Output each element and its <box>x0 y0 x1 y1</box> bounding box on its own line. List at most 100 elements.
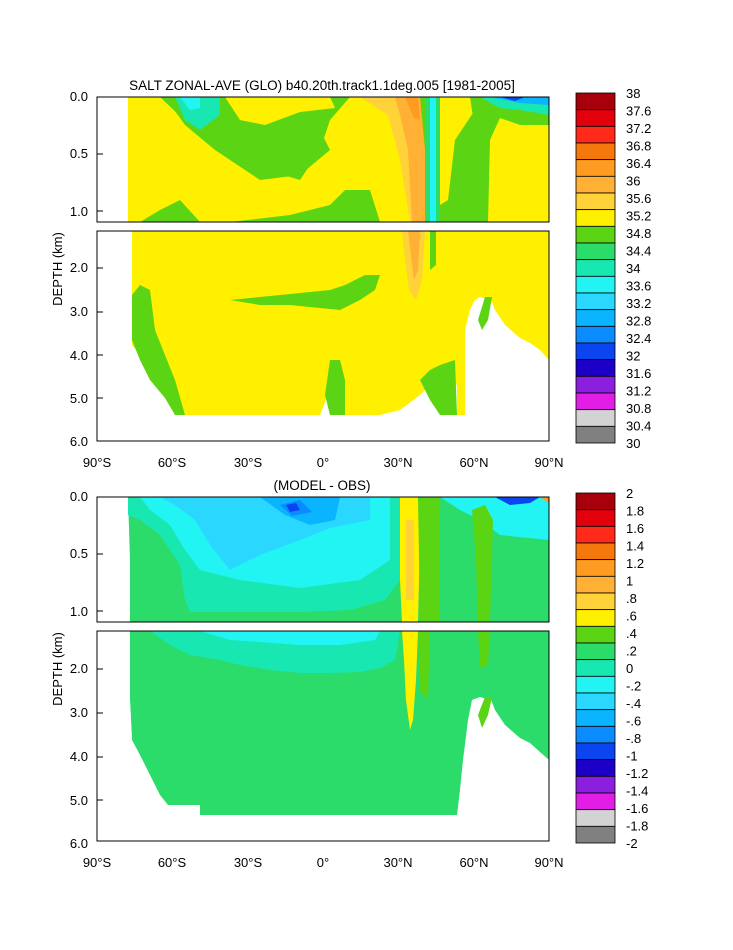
x-tick: 30°S <box>234 855 263 870</box>
y-tick: 3.0 <box>70 304 88 319</box>
colorbar-label: 33.2 <box>626 296 651 311</box>
colorbar-swatch <box>575 142 616 161</box>
lower-y-ticks: 0.0 0.5 1.0 2.0 3.0 4.0 5.0 6.0 <box>70 489 103 851</box>
upper-y-ticks: 0.0 0.5 1.0 2.0 3.0 4.0 5.0 6.0 <box>70 89 103 449</box>
colorbar-swatch <box>575 675 616 694</box>
colorbar-label: 1.4 <box>626 539 644 554</box>
colorbar-swatch <box>575 342 616 361</box>
upper-panel-title: SALT ZONAL-AVE (GLO) b40.20th.track1.1de… <box>129 78 515 93</box>
colorbar-swatch <box>575 559 616 577</box>
x-tick: 0° <box>317 455 329 470</box>
colorbar-label: 35.6 <box>626 191 651 206</box>
colorbar-label: .6 <box>626 609 637 624</box>
x-tick: 60°S <box>158 855 187 870</box>
colorbar-swatch <box>575 592 616 611</box>
y-tick: 2.0 <box>70 661 88 676</box>
colorbar-label: 32 <box>626 349 640 364</box>
lower-axis-frame-bottom <box>96 630 550 842</box>
colorbar-swatch <box>575 692 616 711</box>
colorbar-swatch <box>575 192 616 211</box>
colorbar-swatch <box>575 125 616 144</box>
colorbar-label: 37.6 <box>626 104 651 119</box>
colorbar-label: -1 <box>626 749 638 764</box>
colorbar-label: 37.2 <box>626 121 651 136</box>
colorbar-label: 31.2 <box>626 384 651 399</box>
y-tick: 0.5 <box>70 546 88 561</box>
colorbar-swatch <box>575 775 616 794</box>
colorbar-label: 1.6 <box>626 521 644 536</box>
colorbar-label: -.2 <box>626 679 641 694</box>
lower-field-bottom <box>97 631 549 841</box>
colorbar-label: .4 <box>626 626 637 641</box>
y-tick: 6.0 <box>70 434 88 449</box>
colorbar-swatch <box>575 375 616 394</box>
upper-field-bottom <box>97 231 549 441</box>
y-tick: 0.0 <box>70 489 88 504</box>
colorbar-swatch <box>575 325 616 344</box>
lower-axis-frame-top <box>96 496 550 623</box>
y-tick: 3.0 <box>70 705 88 720</box>
colorbar-label: 36.4 <box>626 156 651 171</box>
colorbar-label: -2 <box>626 836 638 851</box>
y-tick: 2.0 <box>70 260 88 275</box>
upper-x-ticks: 90°S 60°S 30°S 0° 30°N 60°N 90°N <box>83 455 564 470</box>
colorbar-label: 32.4 <box>626 331 651 346</box>
y-tick: 4.0 <box>70 749 88 764</box>
lower-y-axis-label: DEPTH (km) <box>50 632 65 706</box>
x-tick: 0° <box>317 855 329 870</box>
colorbar-swatch <box>575 609 616 627</box>
upper-axis-frame-top <box>96 96 550 223</box>
colorbar-swatch <box>575 409 616 427</box>
colorbar-label: .2 <box>626 644 637 659</box>
x-tick: 30°N <box>383 855 412 870</box>
colorbar-swatch <box>575 542 616 561</box>
colorbar-swatch <box>575 225 616 244</box>
colorbar-swatch <box>575 359 616 377</box>
y-tick: 1.0 <box>70 204 88 219</box>
colorbar-swatch <box>575 209 616 227</box>
colorbar-swatch <box>575 792 616 811</box>
colorbar-swatch <box>575 242 616 261</box>
lower-panel-title: (MODEL - OBS) <box>273 478 370 493</box>
upper-colorbar: 38 37.6 37.2 36.8 36.4 36 35.6 35.2 34.8 34.4 34 33… <box>575 86 651 451</box>
lower-field-top <box>97 497 549 622</box>
colorbar-swatch <box>575 809 616 827</box>
y-tick: 0.5 <box>70 146 88 161</box>
colorbar-label: -1.8 <box>626 819 648 834</box>
colorbar-swatch <box>575 659 616 677</box>
colorbar-label: 2 <box>626 486 633 501</box>
x-tick: 90°S <box>83 455 112 470</box>
y-tick: 5.0 <box>70 391 88 406</box>
upper-field-top <box>97 97 549 222</box>
colorbar-label: 38 <box>626 86 640 101</box>
colorbar-swatch <box>575 309 616 327</box>
x-tick: 30°N <box>383 455 412 470</box>
colorbar-label: -1.6 <box>626 801 648 816</box>
colorbar-swatch <box>575 492 616 511</box>
upper-y-axis-label: DEPTH (km) <box>50 232 65 306</box>
upper-axis-frame-bottom <box>96 230 550 442</box>
colorbar-label: 0 <box>626 661 633 676</box>
colorbar-swatch <box>575 159 616 177</box>
colorbar-label: 1 <box>626 574 633 589</box>
colorbar-swatch <box>575 625 616 644</box>
y-tick: 6.0 <box>70 836 88 851</box>
x-tick: 60°S <box>158 455 187 470</box>
lower-colorbar: 21.81.61.41.21.8.6.4.20-.2-.4-.6-.8-1-1.… <box>575 486 648 851</box>
colorbar-swatch <box>575 759 616 777</box>
colorbar-swatch <box>575 825 616 844</box>
colorbar-label: -.6 <box>626 714 641 729</box>
colorbar-swatch <box>575 425 616 444</box>
y-tick: 5.0 <box>70 793 88 808</box>
colorbar-label: 34.4 <box>626 244 651 259</box>
colorbar-label: 33.6 <box>626 279 651 294</box>
x-tick: 90°N <box>534 855 563 870</box>
x-tick: 60°N <box>459 855 488 870</box>
lower-x-ticks: 90°S 60°S 30°S 0° 30°N 60°N 90°N <box>83 855 564 870</box>
colorbar-label: 31.6 <box>626 366 651 381</box>
colorbar-swatch <box>575 509 616 527</box>
y-tick: 1.0 <box>70 604 88 619</box>
colorbar-label: -1.4 <box>626 784 648 799</box>
colorbar-label: -.4 <box>626 696 641 711</box>
